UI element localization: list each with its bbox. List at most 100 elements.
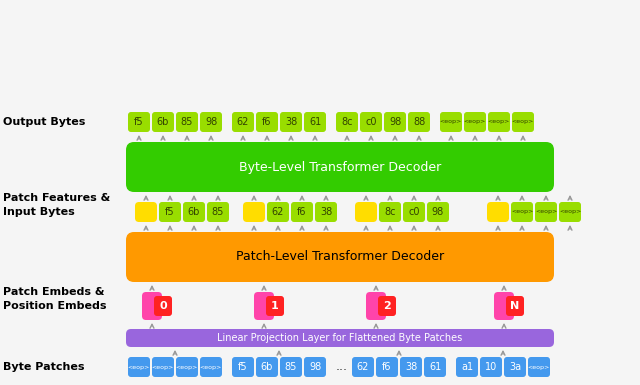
FancyBboxPatch shape: [126, 142, 554, 192]
FancyBboxPatch shape: [408, 112, 430, 132]
FancyBboxPatch shape: [315, 202, 337, 222]
FancyBboxPatch shape: [183, 202, 205, 222]
FancyBboxPatch shape: [506, 296, 524, 316]
FancyBboxPatch shape: [280, 112, 302, 132]
FancyBboxPatch shape: [291, 202, 313, 222]
Text: 0: 0: [159, 301, 167, 311]
FancyBboxPatch shape: [152, 357, 174, 377]
FancyBboxPatch shape: [128, 357, 150, 377]
Text: 1: 1: [271, 301, 279, 311]
FancyBboxPatch shape: [528, 357, 550, 377]
FancyBboxPatch shape: [200, 357, 222, 377]
FancyBboxPatch shape: [378, 296, 396, 316]
Text: Byte-Level Transformer Decoder: Byte-Level Transformer Decoder: [239, 161, 441, 174]
Text: 38: 38: [320, 207, 332, 217]
Text: Patch Features &
Input Bytes: Patch Features & Input Bytes: [3, 193, 110, 217]
FancyBboxPatch shape: [504, 357, 526, 377]
Text: <eop>: <eop>: [464, 119, 486, 124]
Text: <eop>: <eop>: [200, 365, 222, 370]
FancyBboxPatch shape: [355, 202, 377, 222]
FancyBboxPatch shape: [512, 112, 534, 132]
Text: 98: 98: [389, 117, 401, 127]
Text: 6b: 6b: [188, 207, 200, 217]
FancyBboxPatch shape: [243, 202, 265, 222]
Text: Linear Projection Layer for Flattened Byte Patches: Linear Projection Layer for Flattened By…: [218, 333, 463, 343]
Text: <eop>: <eop>: [528, 365, 550, 370]
Text: f6: f6: [297, 207, 307, 217]
Text: ...: ...: [336, 360, 348, 373]
Text: Patch-Level Transformer Decoder: Patch-Level Transformer Decoder: [236, 251, 444, 263]
FancyBboxPatch shape: [488, 112, 510, 132]
FancyBboxPatch shape: [480, 357, 502, 377]
FancyBboxPatch shape: [366, 292, 386, 320]
FancyBboxPatch shape: [360, 112, 382, 132]
FancyBboxPatch shape: [254, 292, 274, 320]
Text: <eop>: <eop>: [535, 209, 557, 214]
Text: 2: 2: [383, 301, 391, 311]
FancyBboxPatch shape: [266, 296, 284, 316]
Text: f6: f6: [382, 362, 392, 372]
FancyBboxPatch shape: [142, 292, 162, 320]
Text: c0: c0: [408, 207, 420, 217]
FancyBboxPatch shape: [427, 202, 449, 222]
Text: f5: f5: [238, 362, 248, 372]
Text: 38: 38: [405, 362, 417, 372]
Text: 6b: 6b: [261, 362, 273, 372]
FancyBboxPatch shape: [440, 112, 462, 132]
Text: 62: 62: [237, 117, 249, 127]
FancyBboxPatch shape: [232, 112, 254, 132]
FancyBboxPatch shape: [280, 357, 302, 377]
Text: <eop>: <eop>: [176, 365, 198, 370]
Text: 10: 10: [485, 362, 497, 372]
Text: 85: 85: [212, 207, 224, 217]
FancyBboxPatch shape: [176, 112, 198, 132]
FancyBboxPatch shape: [535, 202, 557, 222]
FancyBboxPatch shape: [379, 202, 401, 222]
Text: 98: 98: [432, 207, 444, 217]
Text: N: N: [510, 301, 520, 311]
FancyBboxPatch shape: [304, 112, 326, 132]
Text: <eop>: <eop>: [559, 209, 581, 214]
FancyBboxPatch shape: [256, 357, 278, 377]
FancyBboxPatch shape: [256, 112, 278, 132]
Text: <eop>: <eop>: [512, 119, 534, 124]
Text: <eop>: <eop>: [511, 209, 533, 214]
Text: <eop>: <eop>: [440, 119, 462, 124]
FancyBboxPatch shape: [159, 202, 181, 222]
Text: 85: 85: [181, 117, 193, 127]
FancyBboxPatch shape: [128, 112, 150, 132]
Text: 98: 98: [205, 117, 217, 127]
FancyBboxPatch shape: [352, 357, 374, 377]
FancyBboxPatch shape: [424, 357, 446, 377]
FancyBboxPatch shape: [487, 202, 509, 222]
FancyBboxPatch shape: [384, 112, 406, 132]
Text: 62: 62: [272, 207, 284, 217]
FancyBboxPatch shape: [376, 357, 398, 377]
FancyBboxPatch shape: [511, 202, 533, 222]
Text: Byte Patches: Byte Patches: [3, 362, 84, 372]
FancyBboxPatch shape: [267, 202, 289, 222]
Text: f5: f5: [134, 117, 144, 127]
FancyBboxPatch shape: [207, 202, 229, 222]
Text: 8c: 8c: [341, 117, 353, 127]
Text: 6b: 6b: [157, 117, 169, 127]
FancyBboxPatch shape: [464, 112, 486, 132]
Text: 8c: 8c: [384, 207, 396, 217]
Text: <eop>: <eop>: [152, 365, 174, 370]
FancyBboxPatch shape: [200, 112, 222, 132]
Text: <eop>: <eop>: [128, 365, 150, 370]
Text: a1: a1: [461, 362, 473, 372]
Text: 38: 38: [285, 117, 297, 127]
Text: f6: f6: [262, 117, 272, 127]
FancyBboxPatch shape: [304, 357, 326, 377]
Text: Output Bytes: Output Bytes: [3, 117, 85, 127]
Text: f5: f5: [165, 207, 175, 217]
Text: Patch Embeds &
Position Embeds: Patch Embeds & Position Embeds: [3, 287, 106, 311]
FancyBboxPatch shape: [559, 202, 581, 222]
FancyBboxPatch shape: [400, 357, 422, 377]
FancyBboxPatch shape: [403, 202, 425, 222]
FancyBboxPatch shape: [494, 292, 514, 320]
FancyBboxPatch shape: [456, 357, 478, 377]
Text: 62: 62: [357, 362, 369, 372]
Text: <eop>: <eop>: [488, 119, 510, 124]
